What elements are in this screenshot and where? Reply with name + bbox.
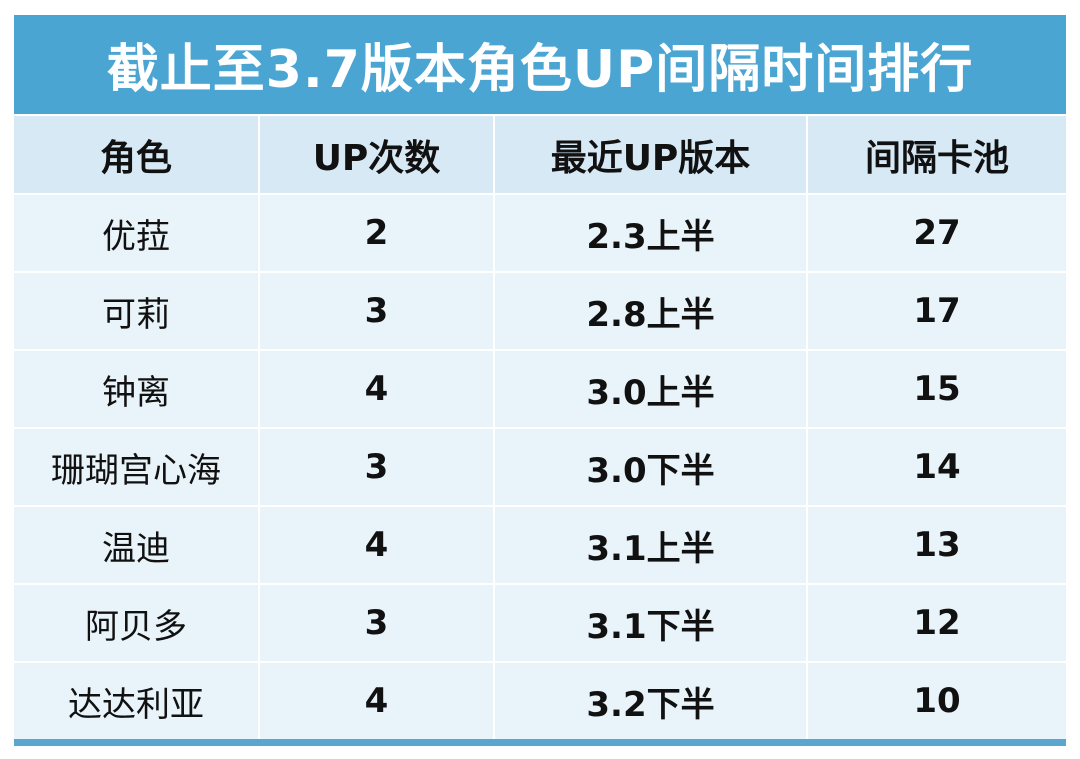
latest-version: 3.1下半 [493,583,808,663]
interval-count: 10 [806,661,1066,739]
interval-count: 14 [806,427,1066,507]
up-count: 3 [258,271,495,351]
character-name: 阿贝多 [14,583,260,663]
up-count: 4 [258,349,495,429]
character-name: 温迪 [14,505,260,585]
interval-count: 27 [806,193,1066,273]
latest-version: 2.8上半 [493,271,808,351]
table-row: 达达利亚 4 3.2下半 10 [14,661,1066,739]
character-name: 达达利亚 [14,661,260,739]
header-row: 角色 UP次数 最近UP版本 间隔卡池 [14,114,1066,195]
interval-count: 15 [806,349,1066,429]
latest-version: 3.0下半 [493,427,808,507]
up-count: 3 [258,427,495,507]
header-up-count: UP次数 [258,114,495,195]
table-row: 温迪 4 3.1上半 13 [14,505,1066,585]
up-count: 4 [258,661,495,739]
character-name: 可莉 [14,271,260,351]
table-row: 阿贝多 3 3.1下半 12 [14,583,1066,663]
table-row: 可莉 3 2.8上半 17 [14,271,1066,351]
ranking-table-frame: 截止至3.7版本角色UP间隔时间排行 角色 UP次数 最近UP版本 间隔卡池 优… [14,15,1066,746]
latest-version: 3.0上半 [493,349,808,429]
ranking-table: 角色 UP次数 最近UP版本 间隔卡池 优菈 2 2.3上半 27 可莉 3 2… [14,114,1066,739]
header-interval: 间隔卡池 [806,114,1066,195]
latest-version: 3.2下半 [493,661,808,739]
interval-count: 13 [806,505,1066,585]
interval-count: 12 [806,583,1066,663]
character-name: 钟离 [14,349,260,429]
table-row: 珊瑚宫心海 3 3.0下半 14 [14,427,1066,507]
latest-version: 3.1上半 [493,505,808,585]
header-character: 角色 [14,114,260,195]
table-row: 优菈 2 2.3上半 27 [14,193,1066,273]
up-count: 2 [258,193,495,273]
table-title: 截止至3.7版本角色UP间隔时间排行 [14,15,1066,114]
latest-version: 2.3上半 [493,193,808,273]
interval-count: 17 [806,271,1066,351]
up-count: 4 [258,505,495,585]
header-latest-version: 最近UP版本 [493,114,808,195]
character-name: 优菈 [14,193,260,273]
character-name: 珊瑚宫心海 [14,427,260,507]
table-row: 钟离 4 3.0上半 15 [14,349,1066,429]
up-count: 3 [258,583,495,663]
